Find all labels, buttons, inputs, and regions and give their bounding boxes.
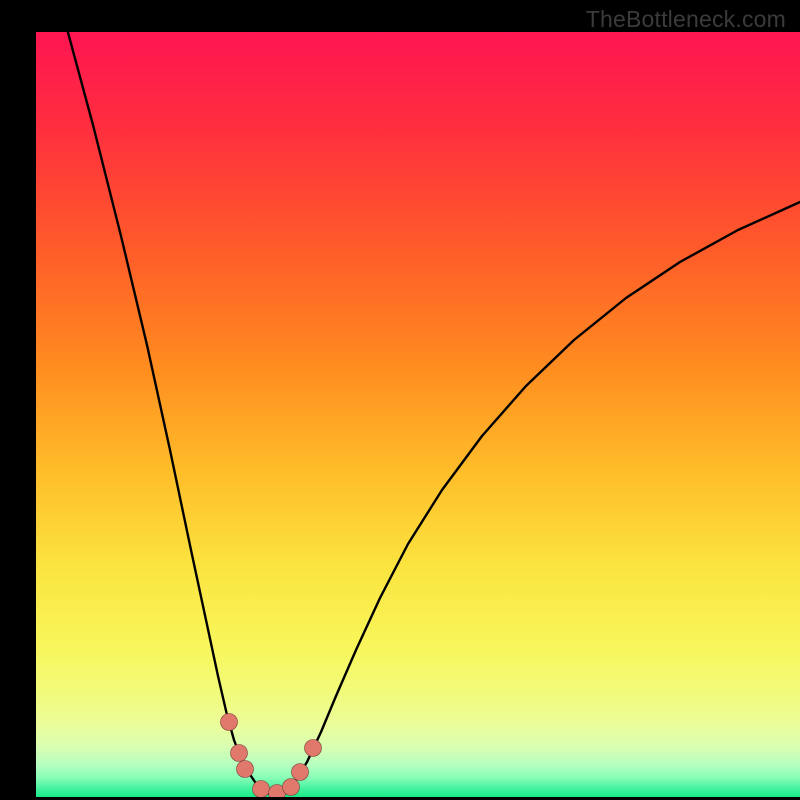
curve-marker xyxy=(253,781,270,798)
chart-container: TheBottleneck.com xyxy=(0,0,800,800)
gradient-background xyxy=(36,32,800,797)
chart-svg xyxy=(0,0,800,800)
curve-marker xyxy=(237,761,254,778)
curve-marker xyxy=(231,745,248,762)
watermark-label: TheBottleneck.com xyxy=(586,6,786,33)
curve-marker xyxy=(283,779,300,796)
curve-marker xyxy=(305,740,322,757)
curve-marker xyxy=(221,714,238,731)
curve-marker xyxy=(292,764,309,781)
